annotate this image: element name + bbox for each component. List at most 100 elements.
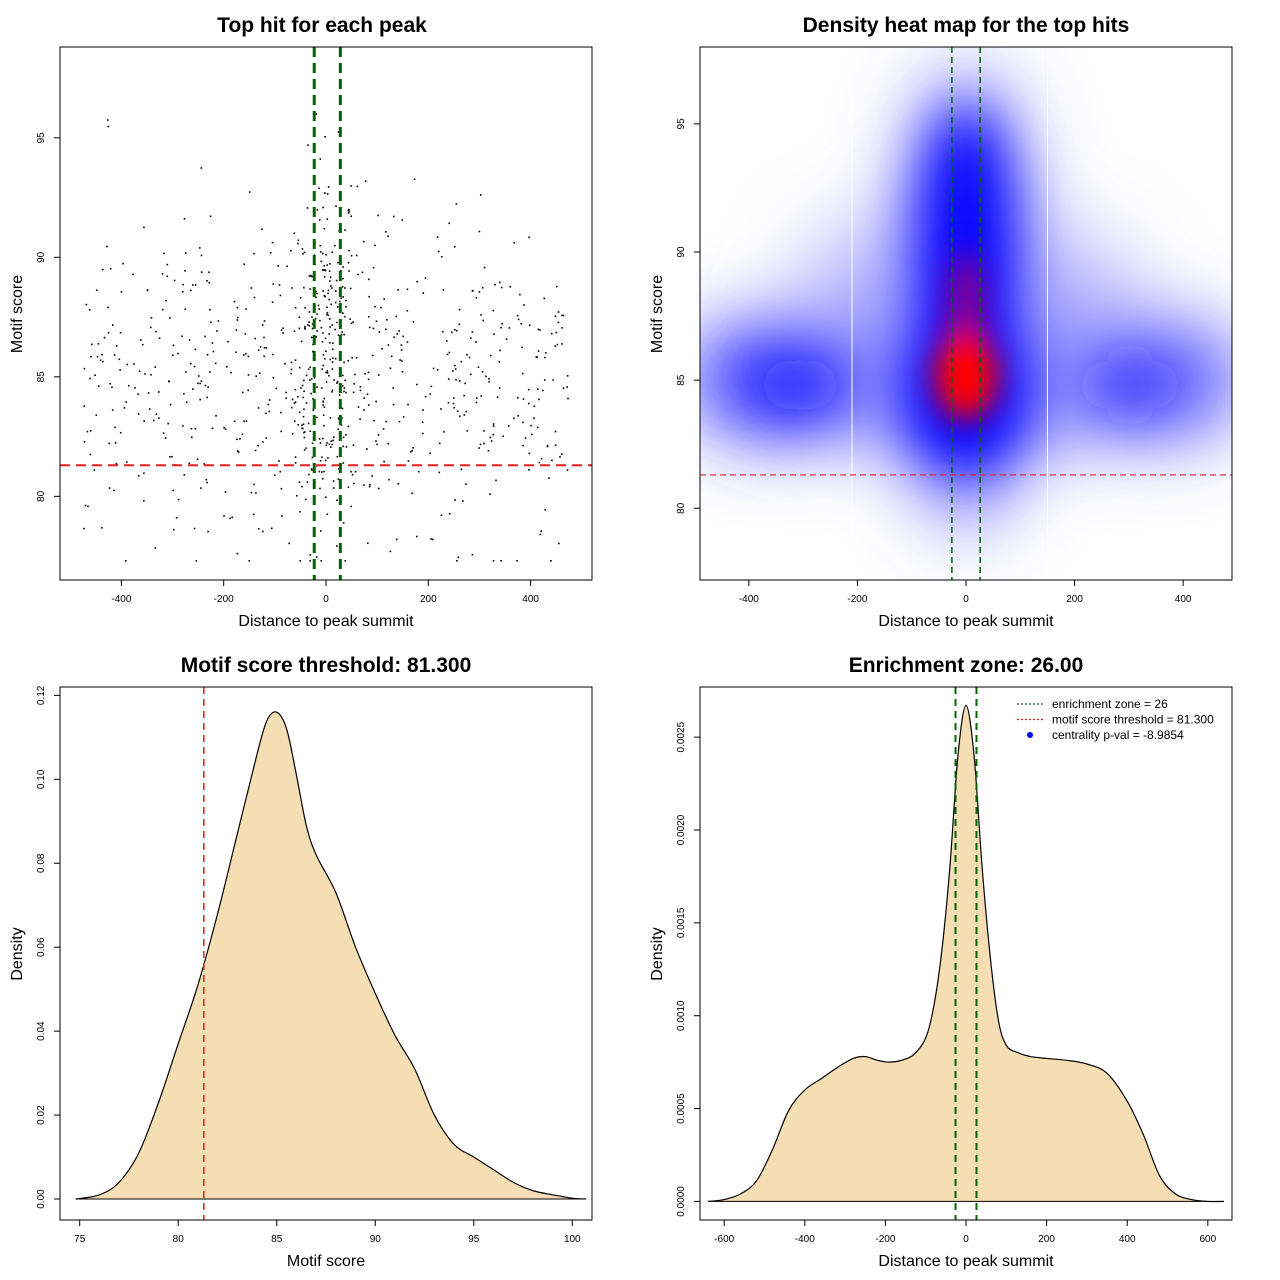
scatter-point [332,439,334,442]
x-tick-label: 80 [173,1234,185,1245]
scatter-point [327,292,329,295]
scatter-point [323,424,325,427]
scatter-point [206,396,209,399]
scatter-point [527,402,530,405]
scatter-point [493,333,495,336]
y-tick-label: 0.02 [36,1105,47,1125]
scatter-point [501,322,503,325]
scatter-point [254,337,256,340]
x-tick-label: 400 [1175,594,1192,605]
scatter-point [424,395,427,398]
scatter-point [458,415,461,417]
scatter-point [350,254,353,257]
scatter-point [479,443,482,446]
scatter-point [309,560,311,562]
scatter-point [432,367,435,370]
scatter-point [231,516,234,519]
scatter-point [310,336,313,339]
scatter-point [494,283,496,286]
scatter-point [172,344,175,347]
scatter-point [329,417,332,419]
scatter-point [383,298,385,300]
scatter-point [241,433,244,436]
scatter-point [519,293,521,296]
scatter-point [359,418,361,420]
scatter-point [207,386,209,388]
scatter-point [475,401,478,404]
scatter-point [87,505,89,508]
y-tick-label: 0.08 [36,853,47,873]
scatter-point [311,469,313,471]
scatter-point [407,403,409,406]
scatter-point [371,475,373,477]
scatter-point [342,374,344,377]
scatter-point [305,402,308,404]
scatter-point [214,362,217,365]
scatter-point [194,427,197,430]
scatter-point [559,455,561,458]
scatter-point [325,253,327,256]
scatter-point [332,357,334,359]
scatter-point [265,412,267,415]
scatter-point [460,468,463,471]
scatter-point [366,393,369,395]
scatter-point [554,315,557,318]
scatter-point [297,424,299,426]
scatter-point [331,391,333,393]
scatter-point [537,350,540,352]
scatter-point [325,371,327,374]
scatter-point [536,426,539,429]
scatter-point [101,353,103,356]
scatter-point [183,474,186,476]
scatter-point [310,392,312,395]
scatter-point [304,328,306,330]
scatter-point [265,437,267,439]
scatter-point [147,392,150,394]
scatter-point [455,329,458,332]
scatter-point [498,387,501,389]
scatter-point [528,324,531,327]
scatter-point [323,294,326,297]
scatter-point [454,499,456,501]
scatter-point [327,289,330,292]
scatter-point [306,324,309,326]
scatter-point [533,405,536,408]
scatter-point [115,345,118,347]
scatter-point [335,279,338,282]
scatter-point [271,301,274,304]
scatter-point [556,343,559,346]
scatter-point [369,483,371,486]
scatter-point [177,498,180,501]
scatter-point [229,517,231,520]
scatter-point [508,327,511,329]
scatter-point [108,487,111,489]
scatter-point [259,346,262,348]
scatter-point [304,498,307,501]
scatter-point [555,331,558,334]
scatter-point [191,284,194,286]
scatter-point [375,440,377,442]
scatter-point [481,370,484,373]
scatter-point [326,313,328,316]
scatter-point [314,317,317,320]
scatter-point [359,389,362,392]
scatter-point [336,499,338,502]
scatter-point [367,378,370,381]
scatter-point [347,212,350,214]
scatter-point [343,390,345,393]
scatter-point [401,360,403,362]
scatter-point [308,473,310,476]
scatter-point [465,410,468,413]
scatter-point [114,426,116,429]
scatter-point [422,432,424,435]
scatter-point [342,445,344,448]
scatter-point [293,402,296,405]
x-tick-label: 0 [963,594,969,605]
scatter-point [356,185,359,188]
scatter-point [540,457,543,460]
scatter-point [317,304,320,307]
scatter-point [329,263,331,265]
scatter-point [193,365,196,368]
scatter-point [311,323,314,325]
